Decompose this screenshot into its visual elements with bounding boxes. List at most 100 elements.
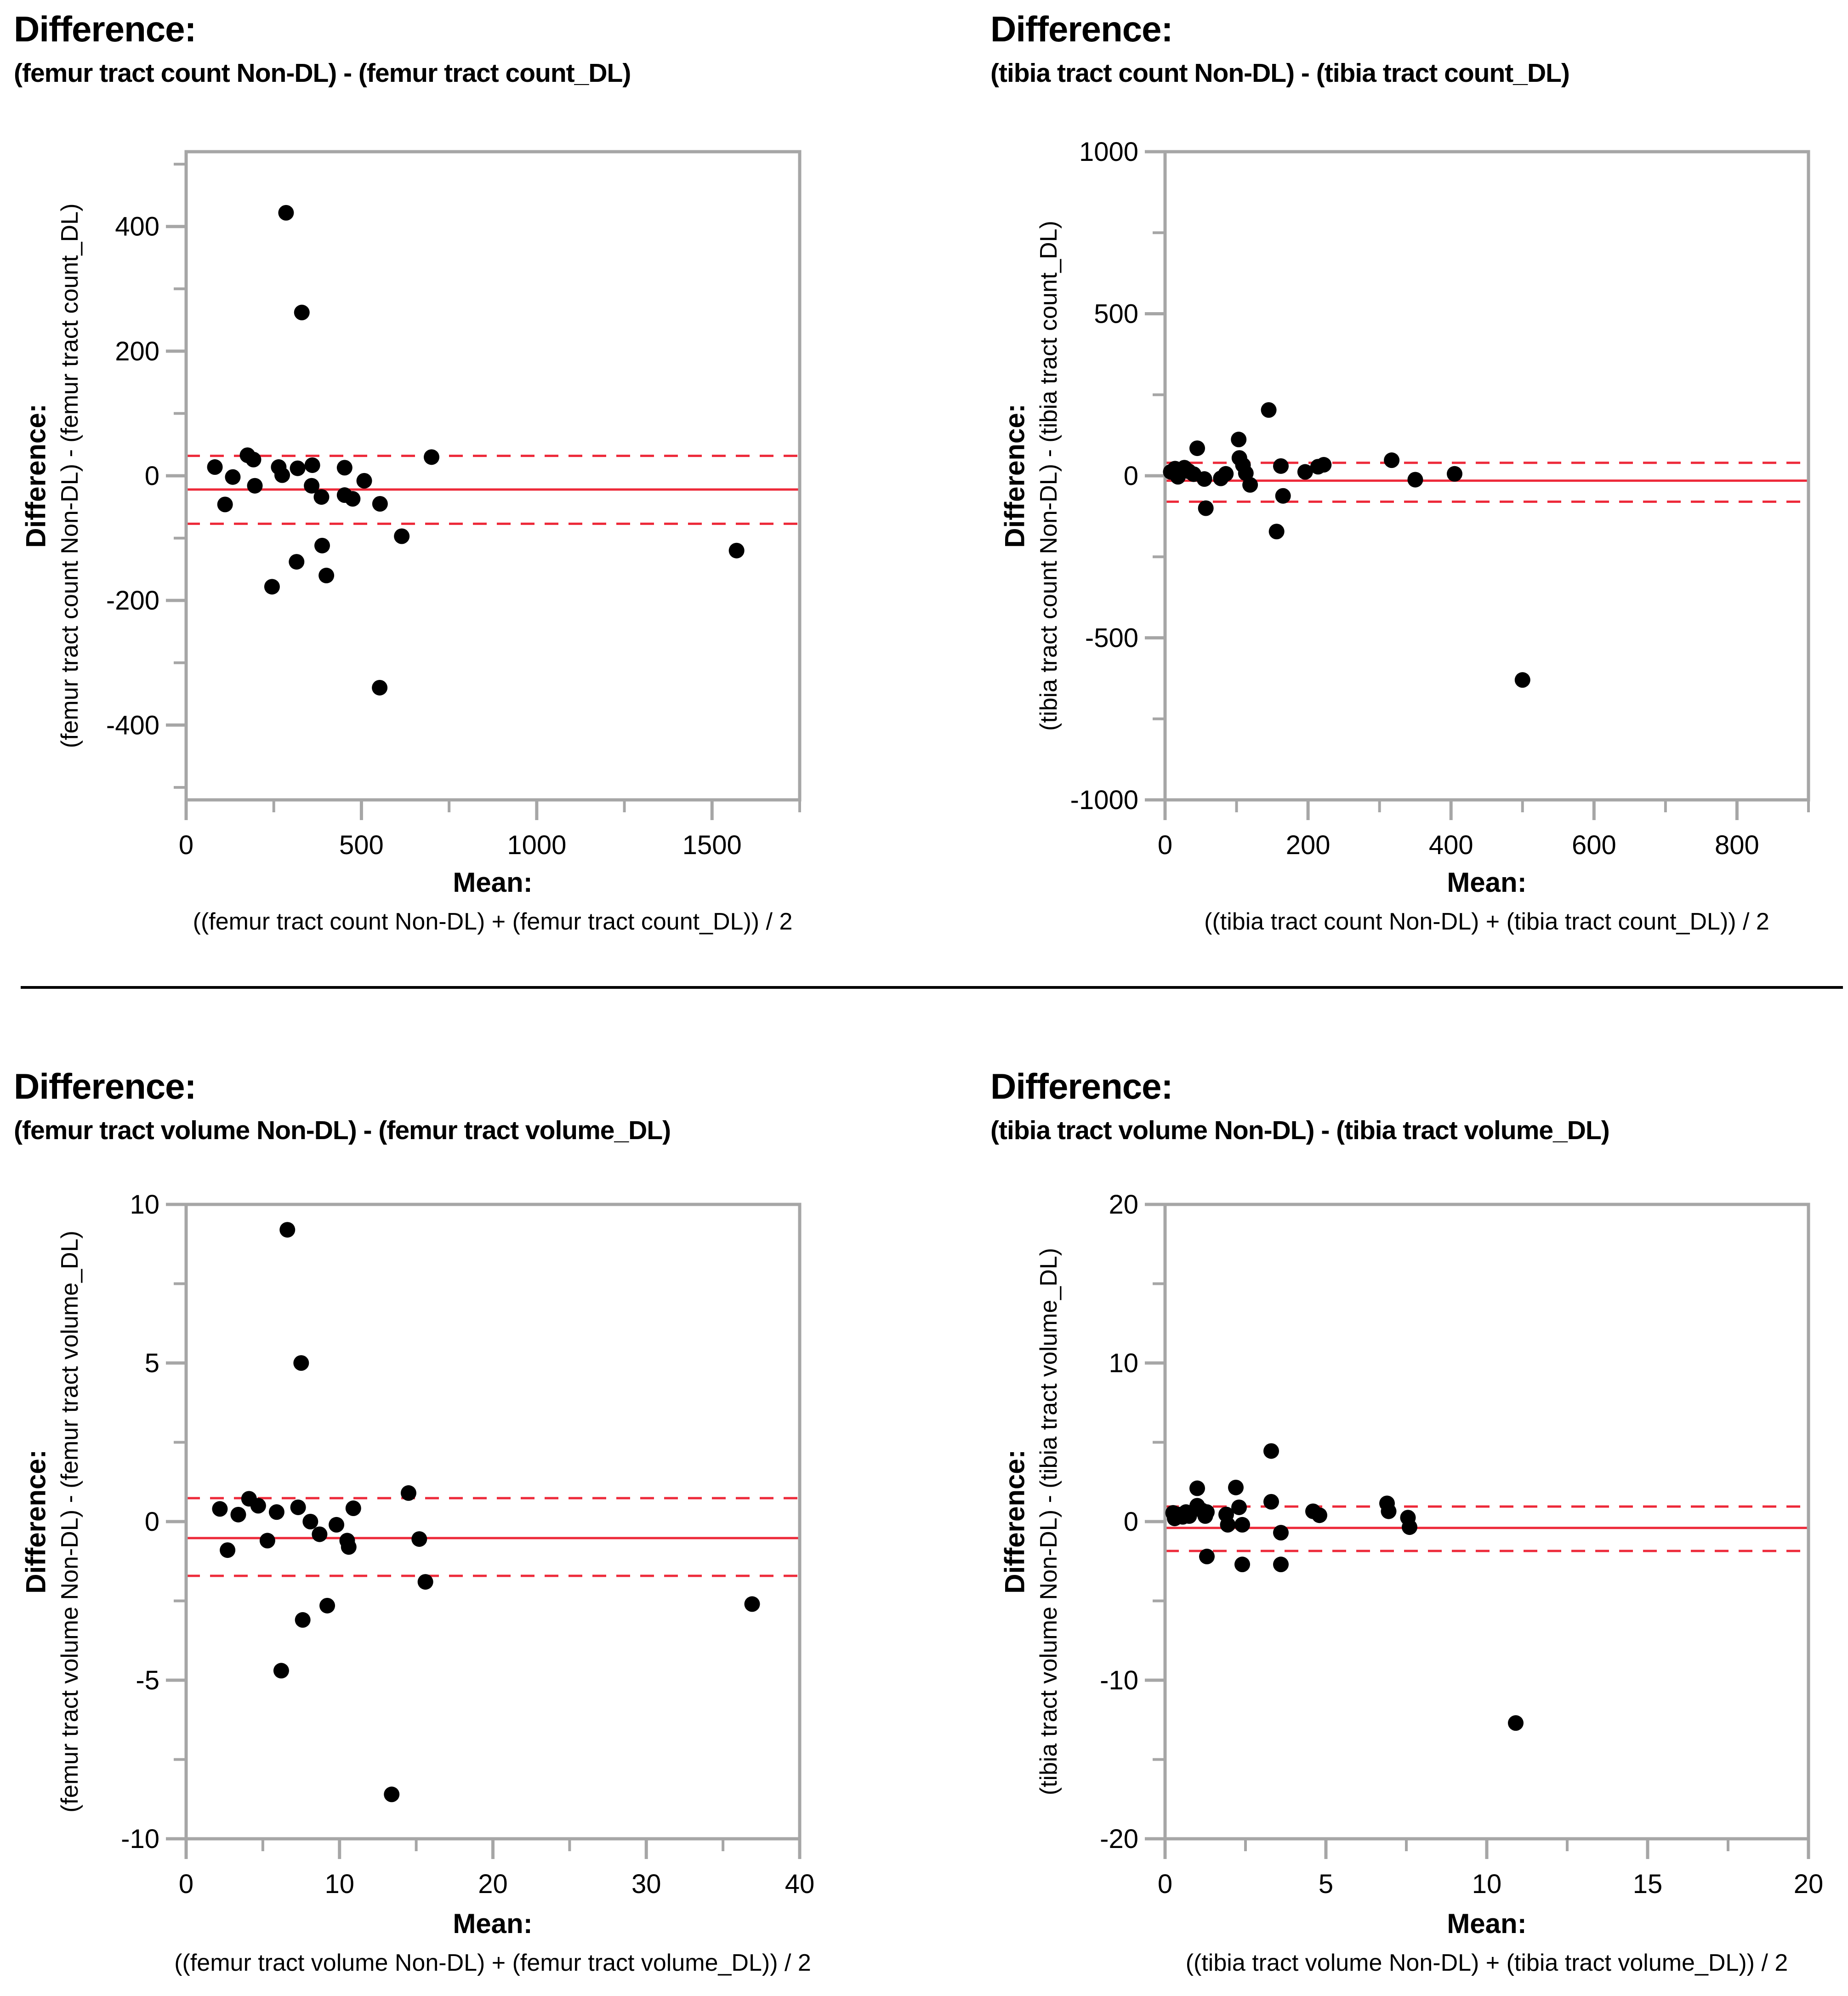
- tibia-volume-data-point: [1305, 1503, 1321, 1519]
- tibia-count-x-axis-title-bold: Mean:: [1447, 867, 1527, 898]
- tibia-count-x-tick-label: 800: [1715, 830, 1759, 860]
- tibia-count-data-point: [1218, 466, 1234, 482]
- femur-volume-data-point: [411, 1531, 427, 1547]
- tibia-volume-y-tick-label: -10: [1100, 1665, 1138, 1695]
- femur-volume-data-point: [329, 1517, 345, 1533]
- tibia-count-data-point: [1189, 440, 1205, 456]
- tibia-count-data-point: [1514, 672, 1530, 688]
- tibia-volume-data-point: [1234, 1517, 1250, 1533]
- femur-volume-data-point: [295, 1612, 311, 1628]
- femur-count-data-point: [304, 478, 320, 494]
- femur-count-reference-lines: [186, 455, 800, 525]
- femur-count-data-point: [318, 567, 335, 583]
- femur-volume-data-point: [290, 1499, 306, 1515]
- tibia-count-data-point: [1297, 464, 1313, 480]
- tibia-volume-data-point: [1228, 1479, 1244, 1495]
- femur-count-y-axis-title-bold: Difference:: [20, 404, 51, 548]
- femur-count-data-point: [336, 460, 353, 476]
- femur-count-data-point: [278, 205, 294, 221]
- femur-count-data-point: [372, 679, 388, 696]
- tibia-count-data-point: [1177, 460, 1192, 476]
- tibia-volume-data-point: [1197, 1508, 1213, 1524]
- femur-count-data-point: [294, 304, 310, 320]
- tibia-volume-data-point: [1199, 1548, 1215, 1564]
- femur-volume-plot: 10 5 0 -5 -10 0 10 20 30 40: [121, 1190, 814, 1899]
- tibia-volume-x-tick-label: 15: [1633, 1869, 1663, 1899]
- tibia-volume-data-points: [1165, 1443, 1524, 1731]
- femur-volume-y-tick-label: 0: [145, 1507, 159, 1537]
- tibia-count-data-point: [1384, 452, 1400, 468]
- tibia-count-data-point: [1231, 432, 1247, 448]
- tibia-count-data-point: [1163, 464, 1179, 480]
- femur-count-data-point: [245, 451, 262, 468]
- femur-count-data-point: [304, 457, 320, 473]
- tibia-volume-plot: 20 10 0 -10 -20 0 5 10 15 20: [1100, 1190, 1823, 1899]
- tibia-volume-data-point: [1199, 1504, 1215, 1520]
- femur-count-y-tick-label: -200: [106, 586, 159, 616]
- femur-volume-data-point: [273, 1663, 289, 1679]
- tibia-volume-data-point: [1218, 1506, 1234, 1523]
- tibia-count-data-point: [1181, 463, 1197, 479]
- tibia-count-x-axis-title: ((tibia tract count Non-DL) + (tibia tra…: [1204, 908, 1769, 935]
- femur-volume-data-point: [744, 1596, 760, 1612]
- tibia-count-title: Difference:: [990, 9, 1173, 49]
- femur-count-data-point: [274, 467, 290, 483]
- tibia-volume-y-axis-title: (tibia tract volume Non-DL) - (tibia tra…: [1035, 1248, 1062, 1796]
- femur-volume-data-point: [279, 1222, 296, 1238]
- femur-volume-y-axis-title-bold: Difference:: [20, 1449, 51, 1594]
- tibia-count-x-tick-label: 200: [1286, 830, 1331, 860]
- femur-volume-data-point: [384, 1786, 400, 1802]
- tibia-volume-y-axis-title-bold: Difference:: [999, 1449, 1030, 1594]
- femur-count-axes: 400 200 0 -200 -400 0 500 1000 1500: [106, 163, 801, 860]
- femur-volume-data-point: [345, 1500, 361, 1517]
- femur-volume-x-tick-label: 20: [478, 1869, 508, 1899]
- femur-count-x-axis-title-bold: Mean:: [453, 867, 533, 898]
- femur-count-data-point: [247, 478, 263, 494]
- femur-volume-data-point: [241, 1491, 257, 1507]
- femur-count-y-tick-label: -400: [106, 710, 159, 740]
- femur-count-x-tick-label: 500: [339, 830, 384, 860]
- femur-count-plot: 400 200 0 -200 -400 0 500 1000 1500: [106, 150, 802, 860]
- tibia-volume-data-point: [1234, 1557, 1250, 1573]
- femur-volume-data-point: [250, 1498, 266, 1514]
- femur-volume-data-point: [268, 1504, 284, 1520]
- tibia-count-x-tick-label: 400: [1429, 830, 1473, 860]
- tibia-volume-data-point: [1189, 1480, 1205, 1496]
- tibia-volume-y-tick-label: 0: [1124, 1507, 1138, 1537]
- tibia-count-subtitle: (tibia tract count Non-DL) - (tibia trac…: [990, 58, 1570, 88]
- tibia-count-data-point: [1238, 465, 1254, 481]
- femur-volume-x-tick-label: 40: [785, 1869, 815, 1899]
- tibia-count-data-point: [1213, 470, 1229, 486]
- femur-volume-x-tick-label: 0: [179, 1869, 193, 1899]
- femur-volume-x-axis-title-bold: Mean:: [453, 1908, 533, 1939]
- tibia-volume-subtitle: (tibia tract volume Non-DL) - (tibia tra…: [990, 1116, 1610, 1145]
- femur-volume-title: Difference:: [14, 1066, 196, 1106]
- femur-count-data-point: [217, 496, 233, 513]
- tibia-volume-x-tick-label: 0: [1158, 1869, 1172, 1899]
- tibia-volume-data-point: [1402, 1519, 1417, 1535]
- tibia-count-y-tick-label: -500: [1085, 623, 1138, 653]
- femur-count-data-point: [313, 489, 330, 505]
- femur-volume-data-point: [341, 1539, 357, 1555]
- femur-count-plot-frame: [184, 150, 802, 802]
- tibia-volume-x-tick-label: 10: [1472, 1869, 1502, 1899]
- tibia-count-y-tick-label: 500: [1094, 299, 1138, 329]
- femur-volume-axes: 10 5 0 -5 -10 0 10 20 30 40: [121, 1190, 814, 1899]
- femur-volume-y-tick-label: -10: [121, 1824, 159, 1854]
- tibia-volume-data-point: [1379, 1495, 1395, 1511]
- femur-count-subtitle: (femur tract count Non-DL) - (femur trac…: [14, 58, 631, 88]
- tibia-count-data-point: [1275, 488, 1291, 504]
- tibia-volume-plot-frame: [1163, 1203, 1810, 1841]
- tibia-count-data-point: [1273, 458, 1289, 474]
- tibia-volume-data-point: [1181, 1508, 1197, 1524]
- femur-count-y-tick-label: 400: [115, 212, 159, 242]
- femur-volume-x-axis-title: ((femur tract volume Non-DL) + (femur tr…: [174, 1950, 811, 1976]
- tibia-volume-title: Difference:: [990, 1066, 1173, 1106]
- tibia-count-data-point: [1167, 461, 1183, 477]
- femur-volume-data-point: [339, 1533, 355, 1549]
- femur-volume-data-point: [319, 1597, 335, 1614]
- femur-volume-data-point: [230, 1506, 246, 1523]
- tibia-volume-x-axis-title-bold: Mean:: [1447, 1908, 1527, 1939]
- tibia-volume-data-point: [1170, 1506, 1186, 1523]
